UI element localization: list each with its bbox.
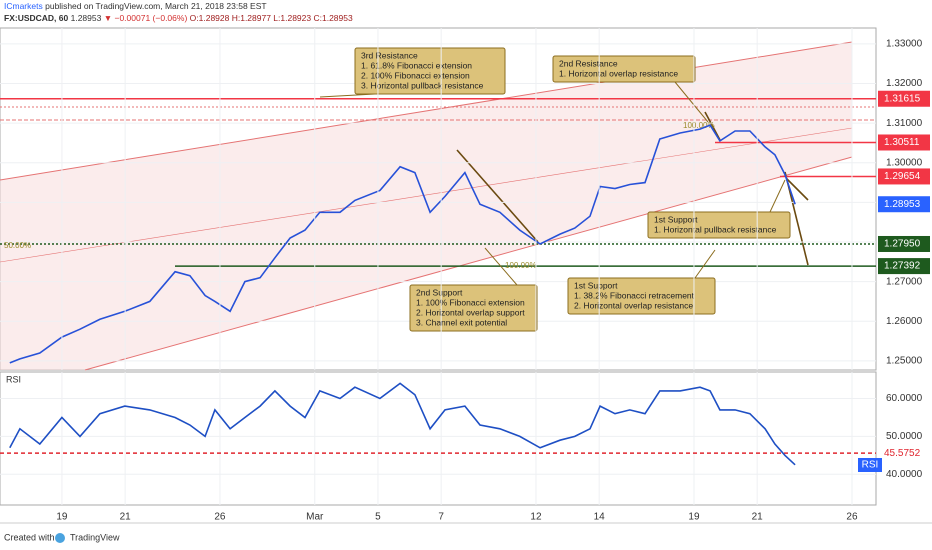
price-pane — [0, 27, 877, 371]
last: 1.28953 — [71, 13, 102, 23]
callout-pointer — [694, 249, 716, 279]
callout-text: 1. Horizontal overlap resistance — [559, 68, 678, 78]
footer-brand[interactable]: TradingView — [70, 532, 120, 542]
callout-text: 2. 100% Fibonacci extension — [361, 70, 470, 80]
level-box — [878, 90, 930, 107]
x-tick-label: 7 — [438, 512, 444, 523]
level-box — [878, 134, 930, 151]
level-label: 1.28953 — [884, 199, 921, 210]
rsi-badge-label: RSI — [862, 460, 879, 471]
x-tick-label: 14 — [594, 512, 606, 523]
x-tick-label: 12 — [530, 512, 542, 523]
callout-box — [354, 47, 506, 95]
x-tick-label: Mar — [306, 512, 324, 523]
level-box — [878, 235, 930, 252]
ohlc: O:1.28928 H:1.28977 L:1.28923 C:1.28953 — [190, 13, 353, 23]
rsi-pane — [0, 371, 877, 506]
level-box — [878, 196, 930, 213]
arrow — [704, 111, 721, 141]
channel-fill — [0, 42, 852, 370]
fib-label: 100.00% — [505, 261, 537, 270]
y-tick-label: 40.0000 — [886, 469, 923, 480]
fib-label: 100.00% — [683, 121, 715, 130]
x-tick-label: 21 — [752, 512, 764, 523]
x-tick-label: 19 — [688, 512, 700, 523]
callout-text: 3rd Resistance — [361, 50, 418, 60]
level-label: 1.29654 — [884, 171, 921, 182]
callout-box — [647, 211, 791, 239]
logo — [55, 533, 65, 543]
callout-text: 2nd Resistance — [559, 58, 618, 68]
level-box — [878, 258, 930, 275]
level-label: 1.30511 — [884, 137, 920, 148]
publisher[interactable]: ICmarkets — [4, 1, 43, 11]
callout-text: 1st Support — [574, 280, 618, 290]
y-tick-label: 1.32000 — [886, 78, 923, 89]
fib-label: 50.00% — [4, 241, 31, 250]
callout-text: 2. Horizontal overlap support — [416, 307, 525, 317]
channel-mid — [0, 127, 853, 263]
symbol: FX:USDCAD, 60 — [4, 13, 69, 23]
callout-text: 3. Horizontal pullback resistance — [361, 80, 484, 90]
level-box — [878, 168, 930, 185]
change: ▼ −0.00071 (−0.06%) — [104, 13, 188, 23]
channel-upper — [0, 41, 853, 181]
y-tick-label: 1.30000 — [886, 157, 923, 168]
level-box — [878, 445, 930, 462]
published: published on TradingView.com, March 21, … — [45, 1, 266, 11]
y-tick-label: 1.31000 — [886, 118, 923, 129]
callout-text: 1. 100% Fibonacci extension — [416, 297, 525, 307]
callout-pointer — [674, 81, 709, 123]
footer-created: Created with — [4, 532, 55, 542]
y-tick-label: 50.0000 — [886, 431, 923, 442]
rsi-badge — [858, 458, 882, 472]
callout-text: 1. 38.2% Fibonacci retracement — [574, 290, 695, 300]
x-tick-label: 19 — [56, 512, 68, 523]
x-tick-label: 21 — [120, 512, 132, 523]
level-label: 1.31615 — [884, 93, 921, 104]
pane-title: RSI — [6, 374, 21, 384]
callout-pointer — [769, 179, 786, 213]
channel-lower — [84, 156, 853, 371]
header-line: ICmarkets published on TradingView.com, … — [4, 1, 267, 11]
level-label: 1.27950 — [884, 239, 921, 250]
y-tick-label: 60.0000 — [886, 393, 923, 404]
y-tick-label: 1.26000 — [886, 316, 923, 327]
y-tick-label: 1.33000 — [886, 38, 923, 49]
y-tick-label: 1.25000 — [886, 356, 923, 367]
symbol-line: FX:USDCAD, 60 1.28953 ▼ −0.00071 (−0.06%… — [4, 13, 353, 23]
callout-box — [552, 55, 696, 83]
callout-text: 1st Support — [654, 214, 698, 224]
callout-text: 1. Horizontal pullback resistance — [654, 224, 777, 234]
arrow — [456, 149, 539, 243]
callout-text: 1. 61.8% Fibonacci extension — [361, 60, 472, 70]
x-tick-label: 26 — [846, 512, 858, 523]
series-line — [9, 124, 796, 364]
callout-box — [567, 277, 716, 315]
level-label: 1.27392 — [884, 261, 921, 272]
callout-text: 3. Channel exit potential — [416, 317, 507, 327]
arrow — [785, 177, 809, 201]
series-line — [9, 382, 796, 466]
callout-box — [409, 284, 538, 332]
y-tick-label: 1.27000 — [886, 276, 923, 287]
callout-pointer — [484, 247, 518, 286]
callout-text: 2nd Support — [416, 287, 463, 297]
level-label: 45.5752 — [884, 448, 921, 459]
x-tick-label: 26 — [214, 512, 226, 523]
x-tick-label: 5 — [375, 512, 381, 523]
callout-text: 2. Horizontal overlap resistance — [574, 300, 693, 310]
